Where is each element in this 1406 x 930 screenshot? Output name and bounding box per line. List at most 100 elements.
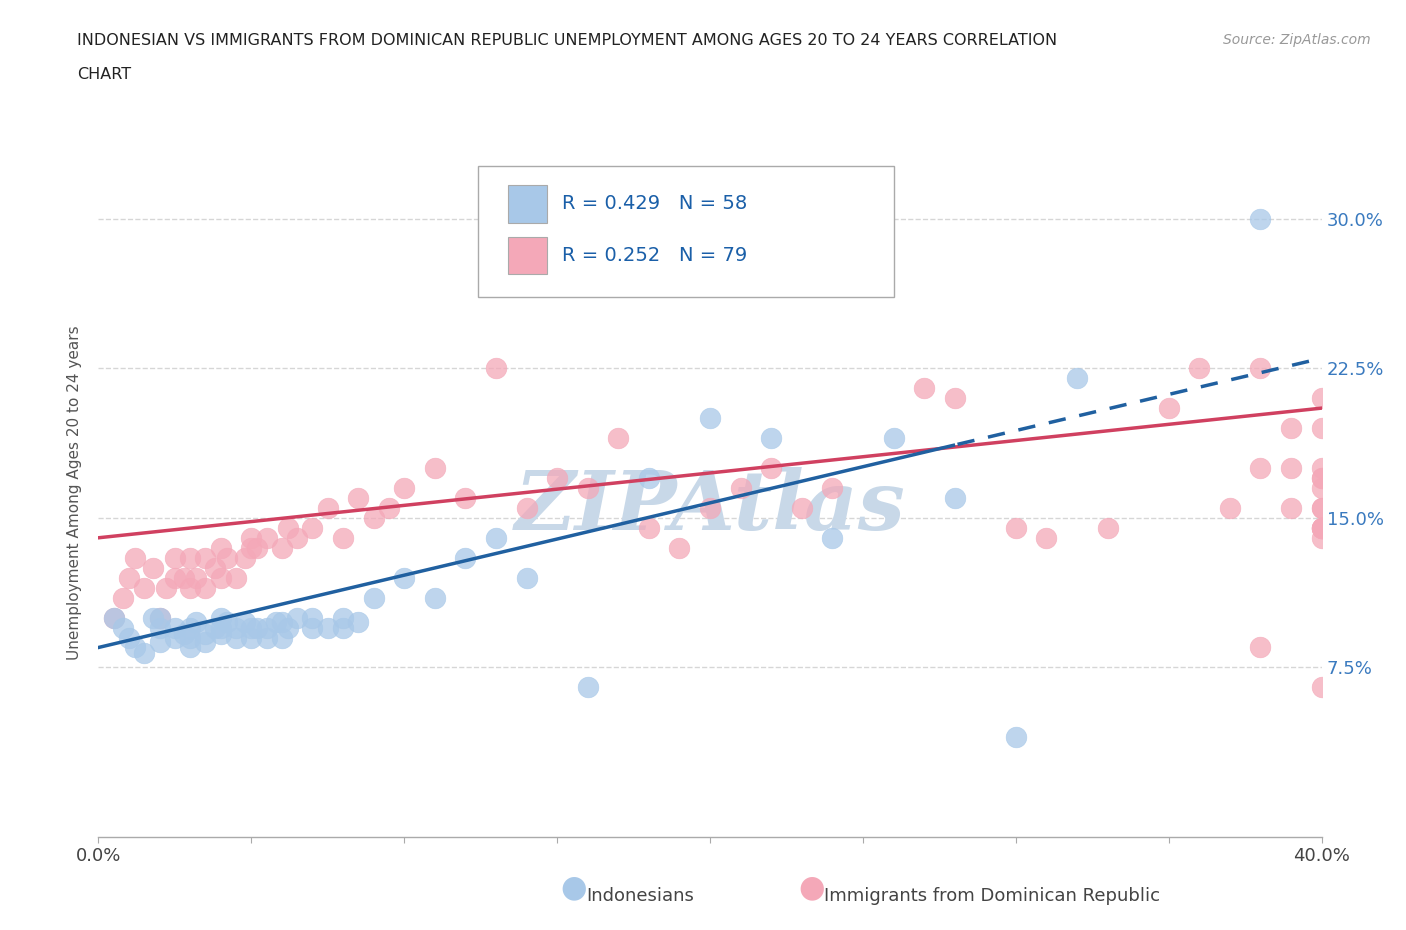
Text: ●: ● bbox=[799, 873, 824, 902]
Point bbox=[186, 570, 208, 585]
Point bbox=[246, 620, 269, 635]
Text: CHART: CHART bbox=[77, 67, 131, 82]
Point bbox=[124, 551, 146, 565]
Point bbox=[1279, 500, 1302, 515]
Point bbox=[179, 580, 201, 595]
Point bbox=[392, 481, 416, 496]
Point bbox=[607, 431, 630, 445]
Point bbox=[179, 640, 201, 655]
Point bbox=[215, 614, 238, 629]
Point bbox=[149, 610, 172, 625]
Point bbox=[1310, 500, 1333, 515]
Point bbox=[790, 500, 813, 515]
Text: Source: ZipAtlas.com: Source: ZipAtlas.com bbox=[1223, 33, 1371, 46]
Point bbox=[316, 500, 339, 515]
Point bbox=[516, 500, 538, 515]
Bar bbox=[508, 185, 547, 223]
Point bbox=[1249, 640, 1271, 655]
Point bbox=[179, 551, 201, 565]
Point bbox=[1310, 420, 1333, 435]
Point bbox=[111, 620, 134, 635]
Text: ●: ● bbox=[561, 873, 586, 902]
Point bbox=[1310, 500, 1333, 515]
Point bbox=[285, 530, 308, 545]
Point bbox=[233, 551, 256, 565]
Point bbox=[730, 481, 752, 496]
Point bbox=[194, 626, 217, 641]
Point bbox=[256, 631, 278, 645]
Point bbox=[332, 610, 354, 625]
Point bbox=[852, 271, 875, 286]
Point bbox=[270, 631, 292, 645]
Point bbox=[1249, 460, 1271, 475]
Point bbox=[103, 610, 125, 625]
Point bbox=[883, 431, 905, 445]
Point bbox=[124, 640, 146, 655]
Point bbox=[204, 560, 226, 575]
Point bbox=[118, 631, 141, 645]
Point bbox=[454, 490, 477, 505]
Point bbox=[246, 540, 269, 555]
Point bbox=[1035, 530, 1057, 545]
Point bbox=[1004, 730, 1026, 745]
Point bbox=[134, 646, 156, 661]
Point bbox=[301, 610, 323, 625]
Point bbox=[149, 610, 172, 625]
Point bbox=[1310, 521, 1333, 536]
Point bbox=[637, 471, 661, 485]
Point bbox=[699, 411, 721, 426]
Point bbox=[264, 614, 287, 629]
Point bbox=[759, 431, 782, 445]
Point bbox=[821, 530, 844, 545]
Point bbox=[821, 481, 844, 496]
Point bbox=[454, 551, 477, 565]
Point bbox=[163, 631, 186, 645]
Point bbox=[1310, 471, 1333, 485]
Point bbox=[256, 530, 278, 545]
Point bbox=[347, 490, 370, 505]
Point bbox=[186, 614, 208, 629]
Point bbox=[576, 481, 599, 496]
Point bbox=[332, 620, 354, 635]
Point bbox=[1310, 521, 1333, 536]
Point bbox=[1310, 460, 1333, 475]
Point bbox=[668, 540, 690, 555]
Point bbox=[225, 631, 247, 645]
Point bbox=[270, 540, 292, 555]
Text: R = 0.429   N = 58: R = 0.429 N = 58 bbox=[562, 194, 747, 213]
Point bbox=[225, 620, 247, 635]
Point bbox=[1310, 391, 1333, 405]
FancyBboxPatch shape bbox=[478, 166, 894, 297]
Point bbox=[256, 620, 278, 635]
Point bbox=[240, 530, 263, 545]
Point bbox=[485, 530, 508, 545]
Text: Immigrants from Dominican Republic: Immigrants from Dominican Republic bbox=[824, 887, 1160, 905]
Point bbox=[423, 460, 446, 475]
Point bbox=[1249, 361, 1271, 376]
Point bbox=[516, 570, 538, 585]
Point bbox=[209, 540, 232, 555]
Point bbox=[943, 391, 966, 405]
Point bbox=[1097, 521, 1119, 536]
Point bbox=[215, 551, 238, 565]
Point bbox=[163, 620, 186, 635]
Point bbox=[142, 560, 165, 575]
Point bbox=[546, 471, 568, 485]
Point bbox=[943, 490, 966, 505]
Point bbox=[423, 591, 446, 605]
Point bbox=[392, 570, 416, 585]
Text: R = 0.252   N = 79: R = 0.252 N = 79 bbox=[562, 246, 747, 265]
Point bbox=[194, 580, 217, 595]
Point bbox=[149, 634, 172, 649]
Point bbox=[118, 570, 141, 585]
Point bbox=[179, 620, 201, 635]
Point bbox=[1279, 420, 1302, 435]
Point bbox=[1310, 680, 1333, 695]
Text: ZIPAtlas: ZIPAtlas bbox=[515, 467, 905, 547]
Point bbox=[209, 610, 232, 625]
Point bbox=[149, 620, 172, 635]
Point bbox=[1188, 361, 1211, 376]
Point bbox=[1310, 481, 1333, 496]
Point bbox=[1310, 521, 1333, 536]
Point bbox=[173, 570, 195, 585]
